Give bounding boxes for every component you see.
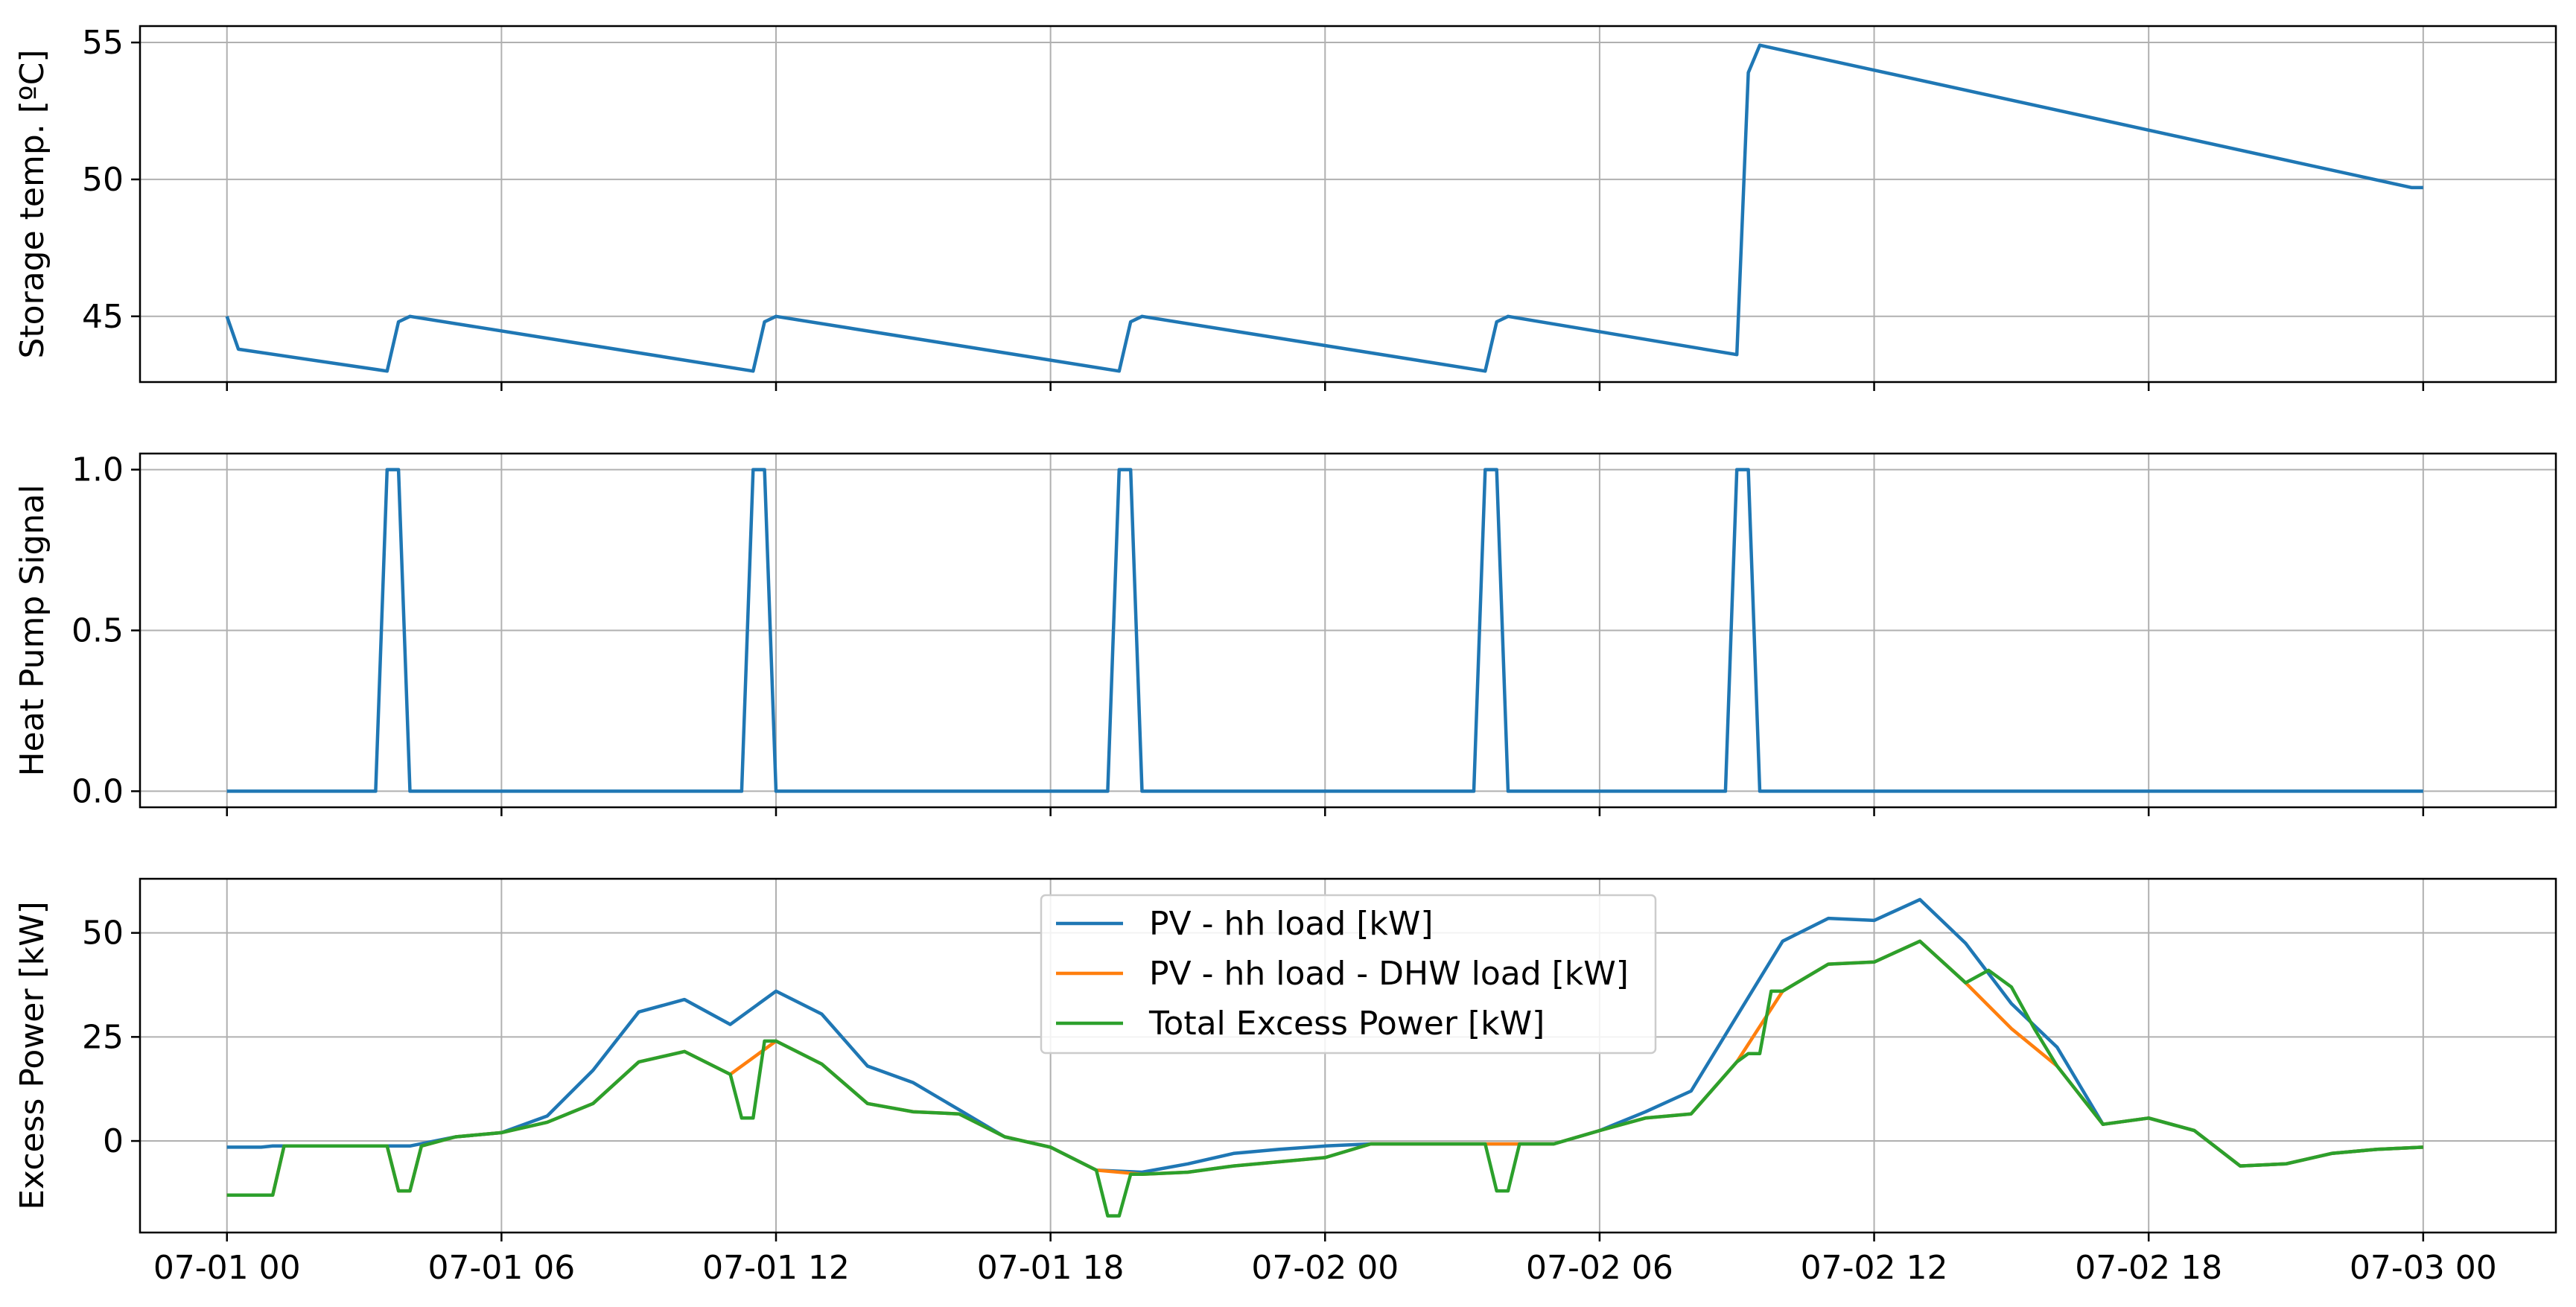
y-tick-label: 0	[103, 1122, 124, 1160]
legend-box	[1040, 894, 1657, 1055]
x-tick-label: 07-03 00	[2350, 1249, 2497, 1287]
x-tick-label: 07-02 06	[1526, 1249, 1673, 1287]
axes-frame	[139, 25, 2557, 384]
series-line-1	[226, 468, 2423, 793]
legend: PV - hh load [kW] PV - hh load - DHW load…	[1040, 894, 1657, 1055]
y-tick-label: 0.5	[71, 612, 124, 650]
x-tick-label: 07-01 06	[427, 1249, 575, 1287]
y-tick-label: 55	[82, 24, 124, 62]
x-tick-label: 07-01 00	[153, 1249, 301, 1287]
legend-entry: PV - hh load [kW]	[1149, 905, 1434, 943]
x-tick-label: 07-02 00	[1251, 1249, 1399, 1287]
y-tick-label: 50	[82, 161, 124, 199]
x-tick-label: 07-01 18	[977, 1249, 1125, 1287]
legend-entry: PV - hh load - DHW load [kW]	[1149, 955, 1629, 993]
y-axis-label: Heat Pump Signal	[13, 485, 51, 777]
y-tick-label: 45	[82, 298, 124, 336]
legend-entry: Total Excess Power [kW]	[1148, 1005, 1545, 1043]
y-tick-label: 50	[82, 915, 124, 953]
series-line-1	[226, 897, 2423, 1174]
axes-frame	[139, 877, 2557, 1234]
y-axis-label: Storage temp. [ºC]	[13, 49, 51, 358]
y-tick-label: 0.0	[71, 772, 124, 810]
x-tick-label: 07-02 12	[1801, 1249, 1948, 1287]
x-tick-label: 07-02 18	[2075, 1249, 2222, 1287]
panel-3: 07-01 00 07-01 06 07-01 12 07-01 18 07-02 00…	[13, 877, 2557, 1287]
series-line-1	[225, 43, 2423, 373]
series-line-3	[226, 939, 2423, 1218]
panel-2: 0.0 0.5 1.0 Heat Pump Signal	[13, 451, 2557, 816]
x-tick-label: 07-01 12	[702, 1249, 850, 1287]
y-tick-label: 25	[82, 1018, 124, 1056]
y-tick-label: 1.0	[71, 451, 124, 489]
panel-1: 45 50 55 Storage temp. [ºC]	[13, 24, 2557, 391]
y-axis-label: Excess Power [kW]	[13, 901, 51, 1210]
